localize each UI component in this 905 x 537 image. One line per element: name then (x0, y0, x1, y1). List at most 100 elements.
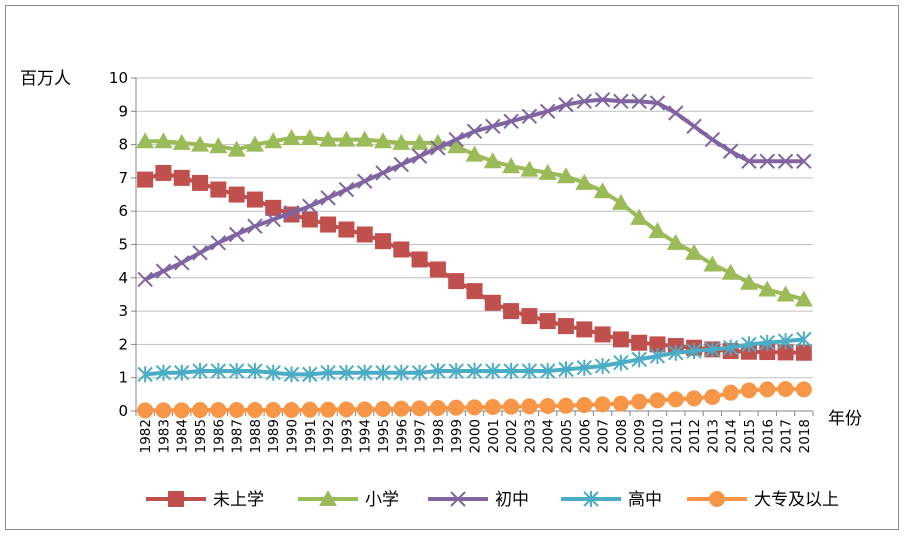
point-marker (777, 344, 794, 361)
point-marker (741, 336, 757, 353)
x-tick-label: 2002 (504, 419, 520, 453)
x-tick-label: 1983 (156, 419, 172, 453)
point-marker (192, 363, 208, 380)
point-marker (759, 153, 775, 169)
x-tick-label: 1982 (138, 419, 154, 453)
point-marker (393, 241, 410, 258)
x-tick-label: 1986 (211, 419, 227, 453)
point-marker (393, 156, 410, 173)
point-marker (302, 198, 318, 214)
point-marker (356, 226, 373, 243)
point-marker (631, 351, 647, 368)
x-tick-label: 2017 (779, 419, 795, 453)
y-tick-label: 6 (118, 202, 128, 220)
point-marker (411, 148, 428, 164)
point-marker (227, 140, 246, 157)
legend-label: 大专及以上 (754, 490, 839, 510)
legend-label: 初中 (495, 490, 529, 510)
point-marker (174, 364, 190, 381)
point-marker (759, 381, 776, 398)
y-tick-label: 0 (118, 402, 128, 420)
point-marker (192, 174, 209, 191)
point-marker (283, 402, 300, 419)
x-tick-label: 1999 (449, 419, 465, 453)
point-marker (777, 381, 794, 398)
point-marker (168, 491, 184, 507)
point-marker (430, 363, 446, 380)
x-tick-label: 1988 (248, 419, 264, 453)
point-marker (722, 339, 739, 356)
point-marker (612, 395, 629, 412)
series-5 (137, 381, 812, 419)
legend-item-3: 初中 (428, 490, 529, 510)
point-marker (246, 402, 263, 419)
point-marker (228, 402, 245, 419)
point-marker (503, 113, 519, 129)
point-marker (191, 135, 210, 152)
legend-item-1: 未上学 (146, 490, 264, 510)
point-marker (301, 401, 318, 418)
point-marker (375, 401, 392, 418)
series-4 (137, 331, 812, 383)
point-marker (320, 216, 337, 233)
point-marker (576, 359, 592, 376)
point-marker (722, 143, 739, 159)
x-tick-label: 2003 (522, 419, 538, 453)
point-marker (631, 393, 648, 410)
point-marker (795, 344, 812, 361)
point-marker (209, 137, 228, 154)
point-marker (649, 392, 666, 409)
y-axis-ticks: 0 1 2 3 4 5 6 7 8 9 10 (109, 69, 128, 420)
x-tick-label: 2004 (541, 419, 557, 453)
y-axis-title: 百万人 (20, 69, 71, 89)
point-marker (594, 91, 611, 108)
y-tick-label: 10 (109, 69, 128, 87)
point-marker (137, 402, 154, 419)
point-marker (649, 348, 666, 365)
point-marker (282, 128, 301, 145)
point-marker (448, 273, 465, 290)
point-marker (704, 341, 721, 358)
point-marker (466, 123, 483, 139)
point-marker (411, 251, 428, 268)
legend-item-5: 大专及以上 (687, 490, 839, 510)
point-marker (539, 103, 556, 120)
x-tick-label: 1987 (230, 419, 246, 453)
point-marker (558, 96, 574, 113)
point-marker (466, 399, 483, 416)
point-marker (739, 273, 758, 290)
point-marker (721, 263, 740, 280)
point-marker (649, 95, 666, 111)
point-marker (740, 382, 757, 399)
point-marker (483, 152, 502, 169)
point-marker (631, 93, 647, 110)
point-marker (630, 208, 649, 225)
point-marker (613, 93, 629, 110)
point-marker (357, 364, 373, 381)
point-marker (611, 193, 630, 210)
point-marker (593, 182, 612, 199)
point-marker (704, 131, 721, 148)
point-marker (319, 130, 338, 147)
point-marker (374, 132, 393, 149)
chart-frame: 0 1 2 3 4 5 6 7 8 9 10 1982 1983 1984 1985 1986 1987 198… (5, 5, 899, 530)
x-tick-label: 2005 (559, 419, 575, 453)
legend: 未上学 小学 初中 高中 大专及以上 (146, 490, 839, 510)
point-marker (357, 173, 373, 189)
point-marker (466, 363, 483, 380)
point-marker (758, 280, 777, 297)
point-marker (594, 396, 611, 413)
point-marker (265, 402, 282, 419)
point-marker (155, 402, 172, 419)
y-tick-label: 7 (118, 169, 128, 187)
point-marker (613, 354, 629, 371)
point-marker (521, 363, 538, 380)
point-marker (375, 165, 391, 181)
point-marker (759, 334, 775, 351)
point-marker (283, 205, 300, 221)
point-marker (648, 222, 667, 239)
series-line (145, 135, 805, 302)
x-tick-label: 1984 (175, 419, 191, 453)
x-tick-label: 1996 (394, 419, 410, 453)
